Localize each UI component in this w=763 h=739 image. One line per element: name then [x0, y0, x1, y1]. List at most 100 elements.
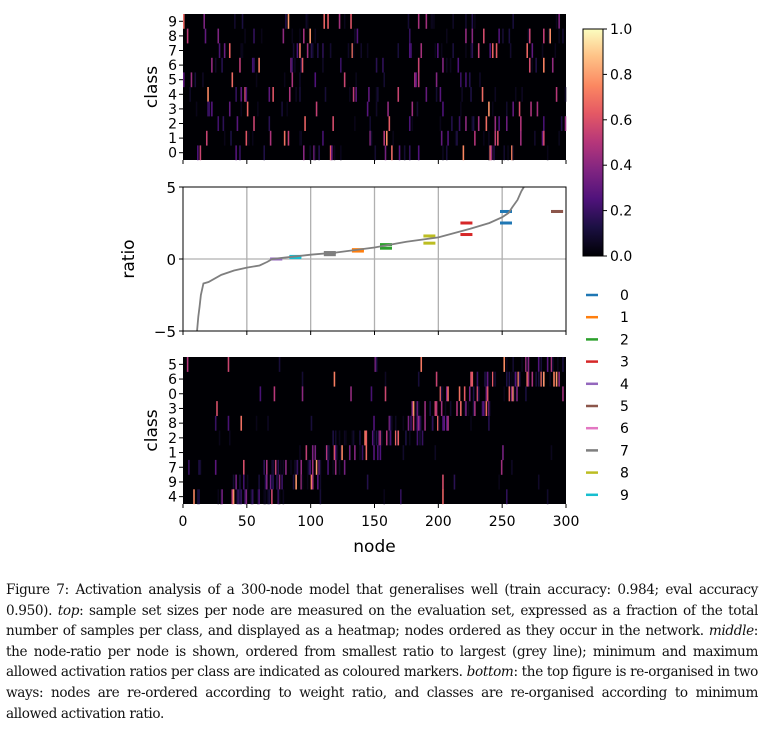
heatmap-cell — [294, 57, 296, 73]
heatmap-cell — [251, 57, 254, 73]
heatmap-cell — [485, 116, 488, 131]
legend-label: 9 — [620, 488, 629, 504]
heatmap-cell — [282, 489, 285, 505]
heatmap-cell — [338, 430, 341, 446]
heatmap-cell — [199, 459, 202, 475]
heatmap-cell — [356, 28, 359, 44]
heatmap-cell — [319, 489, 322, 505]
heatmap-cell — [333, 445, 336, 461]
heatmap-cell — [340, 57, 342, 73]
heatmap-cell — [562, 28, 564, 44]
heatmap-cell — [325, 445, 328, 461]
heatmap-cell — [188, 459, 190, 475]
heatmap-cell — [329, 145, 332, 161]
heatmap-cell — [258, 57, 260, 73]
y-tick-label: 5 — [168, 73, 177, 89]
heatmap-cell — [389, 415, 392, 431]
heatmap-cell — [380, 430, 383, 446]
heatmap-cell — [227, 357, 230, 372]
heatmap-cell — [267, 489, 269, 505]
heatmap-cell — [505, 489, 508, 505]
heatmap-cell — [555, 371, 558, 387]
heatmap-cell — [295, 474, 297, 490]
heatmap-cell — [439, 386, 442, 402]
heatmap-cell — [477, 386, 480, 402]
heatmap-cell — [447, 386, 449, 402]
heatmap-cell — [430, 415, 433, 431]
heatmap-cell — [445, 145, 448, 161]
heatmap-cell — [217, 489, 220, 505]
heatmap-cell — [526, 371, 528, 387]
heatmap-cell — [564, 87, 567, 102]
heatmap-cell — [415, 401, 417, 416]
heatmap-cell — [405, 430, 407, 446]
heatmap-cell — [351, 430, 354, 446]
heatmap-cell — [385, 130, 388, 146]
heatmap-cell — [350, 14, 352, 29]
heatmap-cell — [498, 28, 500, 44]
heatmap-cell — [291, 28, 294, 44]
heatmap-cell — [283, 130, 286, 146]
y-tick-label: 9 — [168, 475, 177, 491]
heatmap-cell — [562, 386, 564, 402]
heatmap-cell — [352, 43, 355, 58]
heatmap-cell — [442, 489, 444, 505]
heatmap-cell — [198, 489, 200, 505]
y-tick-label: 0 — [166, 251, 176, 269]
y-tick-label: 9 — [168, 14, 177, 30]
heatmap-cell — [434, 401, 437, 416]
heatmap-cell — [442, 474, 444, 490]
heatmap-cell — [280, 459, 282, 475]
heatmap-cell — [417, 401, 420, 416]
heatmap-cell — [197, 489, 199, 505]
heatmap-cell — [315, 101, 318, 117]
heatmap-cell — [183, 72, 185, 88]
heatmap-cell — [311, 474, 314, 490]
heatmap-cell — [384, 386, 387, 402]
heatmap-cell — [375, 101, 378, 117]
heatmap-cell — [309, 28, 311, 44]
heatmap-cell — [343, 14, 346, 29]
heatmap-cell — [408, 28, 411, 44]
heatmap-cell — [328, 445, 331, 461]
heatmap-cell — [420, 357, 423, 372]
heatmap-cell — [465, 401, 467, 416]
heatmap-cell — [306, 474, 309, 490]
heatmap-cell — [239, 57, 241, 73]
heatmap-cell — [306, 14, 309, 29]
heatmap-cell — [336, 445, 338, 461]
heatmap-cell — [348, 87, 351, 102]
heatmap-cell — [562, 357, 564, 372]
heatmap-cell — [397, 430, 400, 446]
heatmap-cell — [305, 14, 308, 29]
heatmap-cell — [491, 371, 494, 387]
heatmap-cell — [268, 87, 271, 102]
heatmap-cell — [449, 401, 452, 416]
heatmap-cell — [486, 386, 489, 402]
heatmap-cell — [248, 130, 250, 146]
heatmap-cell — [208, 101, 211, 117]
y-tick-label: 7 — [168, 44, 177, 60]
heatmap-cell — [425, 14, 428, 29]
heatmap-cell — [383, 72, 386, 88]
heatmap-cell — [460, 401, 462, 416]
colorbar-tick-label: 0.0 — [610, 249, 632, 265]
heatmap-cell — [518, 101, 521, 117]
heatmap-cell — [327, 445, 329, 461]
heatmap-cell — [374, 357, 377, 372]
heatmap-cell — [512, 386, 514, 402]
heatmap-cell — [507, 145, 509, 161]
heatmap-cell — [241, 14, 244, 29]
heatmap-cell — [251, 130, 254, 146]
heatmap-cell — [203, 14, 206, 29]
heatmap-cell — [291, 72, 294, 88]
heatmap-cell — [198, 459, 200, 475]
heatmap-cell — [424, 415, 426, 431]
heatmap-cell — [240, 43, 243, 58]
heatmap-cell — [286, 101, 288, 117]
heatmap-cell — [541, 130, 544, 146]
heatmap-cell — [277, 459, 280, 475]
heatmap-cell — [278, 474, 281, 490]
heatmap-cell — [458, 386, 461, 402]
heatmap-cell — [518, 371, 521, 387]
